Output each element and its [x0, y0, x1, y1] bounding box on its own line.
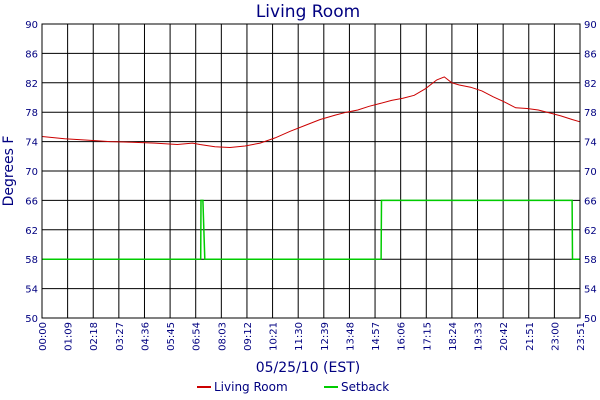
- x-tick-label: 02:18: [89, 322, 100, 351]
- chart-title: Living Room: [256, 2, 360, 22]
- legend-label-living-room: Living Room: [214, 380, 288, 394]
- x-axis-ticks: 00:00 01:09 02:18 03:27 04:36 05:45 06:54 08:03…: [38, 322, 587, 351]
- legend: Living Room Setback: [197, 380, 389, 394]
- y-tick-label-right: 50: [584, 314, 597, 325]
- y-tick-label-left: 74: [25, 138, 38, 149]
- x-tick-label: 03:27: [115, 322, 126, 351]
- y-tick-label-left: 70: [25, 167, 38, 178]
- y-tick-label-right: 66: [584, 196, 597, 207]
- y-tick-label-left: 50: [25, 314, 38, 325]
- y-tick-label-left: 90: [25, 20, 38, 31]
- y-tick-label-right: 70: [584, 167, 597, 178]
- x-tick-label: 08:03: [217, 322, 228, 351]
- y-axis-left-ticks: 50 54 58 62 66 70 74 78 82 86 90: [25, 20, 38, 325]
- y-axis-label: Degrees F: [1, 136, 17, 207]
- x-tick-label: 18:24: [448, 322, 459, 351]
- y-tick-label-right: 90: [584, 20, 597, 31]
- x-tick-label: 16:06: [397, 322, 408, 351]
- x-tick-label: 01:09: [64, 322, 75, 351]
- y-tick-label-left: 54: [25, 285, 38, 296]
- x-tick-label: 23:00: [550, 322, 561, 351]
- series-line-setback: [42, 199, 580, 260]
- x-tick-label: 09:12: [243, 322, 254, 351]
- y-tick-label-left: 66: [25, 196, 38, 207]
- y-tick-label-right: 78: [584, 108, 597, 119]
- y-tick-label-left: 78: [25, 108, 38, 119]
- x-axis-label: 05/25/10 (EST): [256, 360, 361, 376]
- x-tick-label: 13:48: [345, 322, 356, 351]
- y-tick-label-right: 86: [584, 49, 597, 60]
- y-tick-label-left: 62: [25, 226, 38, 237]
- x-tick-label: 05:45: [166, 322, 177, 351]
- y-tick-label-left: 86: [25, 49, 38, 60]
- x-tick-label: 11:30: [294, 322, 305, 351]
- x-tick-label: 14:57: [371, 322, 382, 351]
- y-tick-label-right: 58: [584, 255, 597, 266]
- y-tick-label-left: 82: [25, 79, 38, 90]
- x-tick-label: 20:42: [499, 322, 510, 351]
- x-tick-label: 10:21: [269, 322, 280, 351]
- x-tick-label: 12:39: [320, 322, 331, 351]
- y-tick-label-right: 62: [584, 226, 597, 237]
- y-tick-label-right: 82: [584, 79, 597, 90]
- series-line-living-room: [41, 76, 581, 149]
- y-tick-label-right: 54: [584, 285, 597, 296]
- x-tick-label: 17:15: [422, 322, 433, 351]
- y-tick-label-right: 74: [584, 138, 597, 149]
- x-tick-label: 04:36: [140, 322, 151, 351]
- x-tick-label: 19:33: [474, 322, 485, 351]
- legend-label-setback: Setback: [341, 380, 389, 394]
- x-tick-label: 00:00: [38, 322, 49, 351]
- series-lines: [41, 76, 581, 260]
- x-tick-label: 06:54: [192, 322, 203, 351]
- grid: [41, 23, 581, 319]
- x-tick-label: 21:51: [525, 322, 536, 351]
- y-axis-right-ticks: 50 54 58 62 66 70 74 78 82 86 90: [584, 20, 597, 325]
- plot-frame: [41, 23, 581, 319]
- x-tick-label: 23:51: [576, 322, 587, 351]
- y-tick-label-left: 58: [25, 255, 38, 266]
